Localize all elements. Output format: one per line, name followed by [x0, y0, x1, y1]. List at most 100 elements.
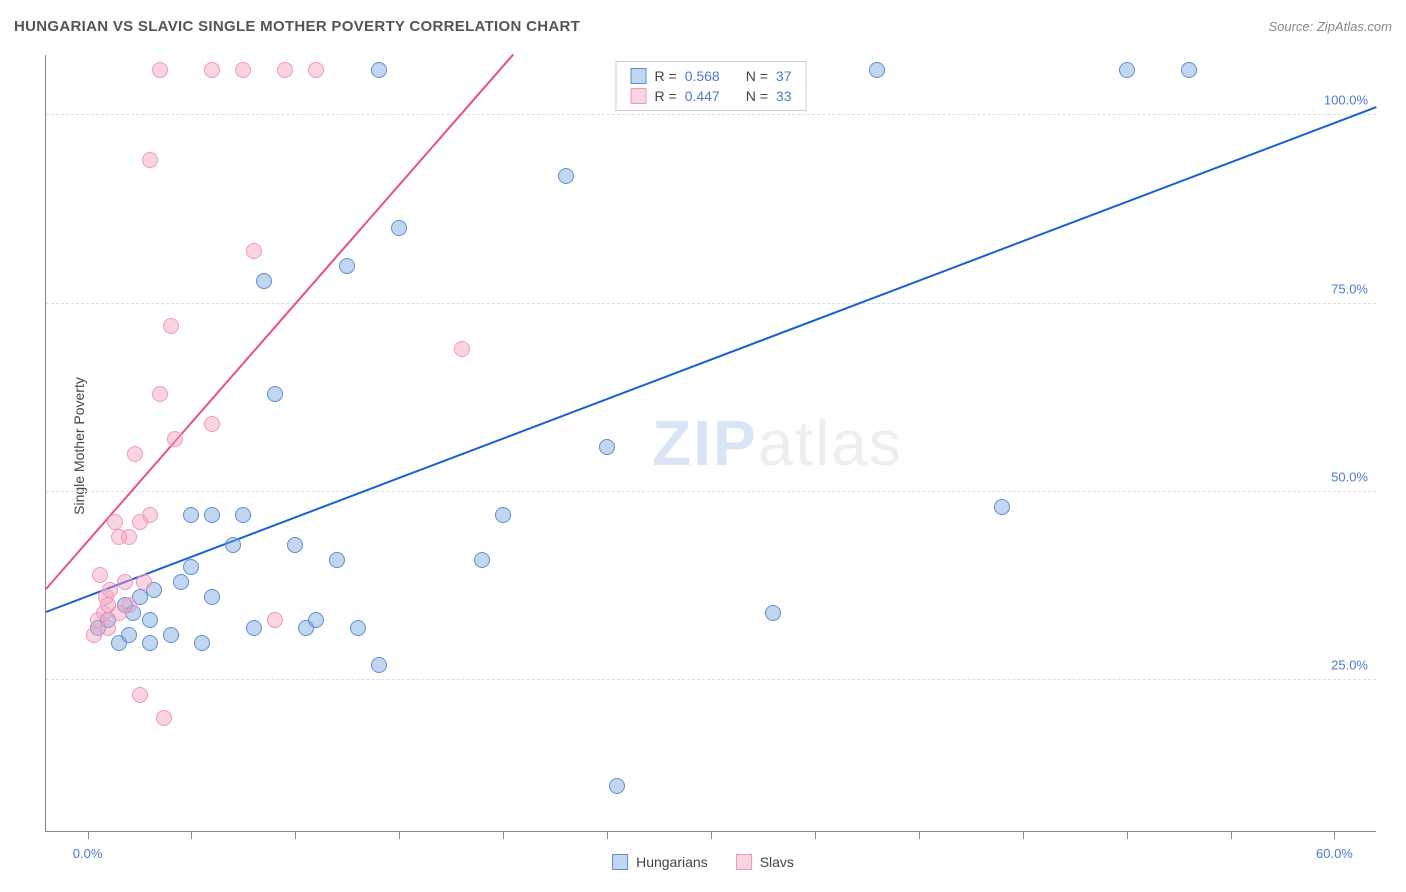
data-point-hungarians: [163, 627, 179, 643]
x-tick: [815, 831, 816, 839]
legend-swatch-hungarians: [631, 68, 647, 84]
data-point-hungarians: [765, 605, 781, 621]
legend-label-slavs: Slavs: [760, 854, 794, 870]
data-point-slavs: [167, 431, 183, 447]
data-point-hungarians: [350, 620, 366, 636]
n-label: N =: [746, 88, 768, 104]
data-point-hungarians: [308, 612, 324, 628]
data-point-hungarians: [1119, 62, 1135, 78]
data-point-slavs: [107, 514, 123, 530]
data-point-hungarians: [371, 657, 387, 673]
legend-row-hungarians: R = 0.568 N = 37: [631, 66, 792, 86]
watermark-part1: ZIP: [652, 407, 758, 479]
data-point-slavs: [454, 341, 470, 357]
n-label: N =: [746, 68, 768, 84]
legend-item-hungarians: Hungarians: [612, 854, 708, 870]
data-point-hungarians: [994, 499, 1010, 515]
data-point-hungarians: [173, 574, 189, 590]
gridline-h: [46, 491, 1376, 492]
data-point-hungarians: [495, 507, 511, 523]
legend-item-slavs: Slavs: [736, 854, 794, 870]
data-point-hungarians: [329, 552, 345, 568]
data-point-hungarians: [225, 537, 241, 553]
data-point-slavs: [86, 627, 102, 643]
data-point-hungarians: [474, 552, 490, 568]
data-point-hungarians: [142, 612, 158, 628]
data-point-slavs: [308, 62, 324, 78]
r-label: R =: [655, 68, 677, 84]
data-point-slavs: [152, 62, 168, 78]
data-point-hungarians: [194, 635, 210, 651]
data-point-hungarians: [204, 589, 220, 605]
x-tick: [1231, 831, 1232, 839]
r-value-slavs: 0.447: [685, 88, 720, 104]
data-point-hungarians: [1181, 62, 1197, 78]
data-point-slavs: [163, 318, 179, 334]
r-label: R =: [655, 88, 677, 104]
data-point-slavs: [142, 507, 158, 523]
data-point-hungarians: [558, 168, 574, 184]
data-point-slavs: [117, 574, 133, 590]
data-point-hungarians: [869, 62, 885, 78]
data-point-hungarians: [339, 258, 355, 274]
data-point-slavs: [127, 446, 143, 462]
x-tick-label: 0.0%: [73, 846, 103, 861]
data-point-hungarians: [267, 386, 283, 402]
x-tick: [503, 831, 504, 839]
data-point-slavs: [102, 582, 118, 598]
x-tick: [1334, 831, 1335, 839]
y-tick-label: 75.0%: [1331, 281, 1368, 296]
data-point-slavs: [277, 62, 293, 78]
data-point-hungarians: [142, 635, 158, 651]
data-point-slavs: [204, 62, 220, 78]
source-name: ZipAtlas.com: [1317, 19, 1392, 34]
y-tick-label: 100.0%: [1324, 93, 1368, 108]
plot-area: ZIPatlas R = 0.568 N = 37 R = 0.447 N = …: [45, 55, 1376, 832]
data-point-slavs: [235, 62, 251, 78]
data-point-hungarians: [609, 778, 625, 794]
gridline-h: [46, 303, 1376, 304]
trendline-slavs: [45, 53, 514, 589]
watermark-part2: atlas: [758, 407, 903, 479]
data-point-hungarians: [204, 507, 220, 523]
x-tick: [607, 831, 608, 839]
y-tick-label: 50.0%: [1331, 469, 1368, 484]
data-point-slavs: [132, 687, 148, 703]
data-point-slavs: [152, 386, 168, 402]
data-point-slavs: [121, 597, 137, 613]
gridline-h: [46, 679, 1376, 680]
data-point-slavs: [156, 710, 172, 726]
data-point-slavs: [204, 416, 220, 432]
n-value-hungarians: 37: [776, 68, 792, 84]
data-point-hungarians: [391, 220, 407, 236]
x-tick: [919, 831, 920, 839]
legend-swatch-slavs: [736, 854, 752, 870]
data-point-slavs: [92, 567, 108, 583]
x-tick: [295, 831, 296, 839]
data-point-hungarians: [287, 537, 303, 553]
x-tick-label: 60.0%: [1316, 846, 1353, 861]
x-tick: [191, 831, 192, 839]
x-tick: [1127, 831, 1128, 839]
correlation-legend: R = 0.568 N = 37 R = 0.447 N = 33: [616, 61, 807, 111]
source-attribution: Source: ZipAtlas.com: [1268, 19, 1392, 34]
y-tick-label: 25.0%: [1331, 658, 1368, 673]
data-point-hungarians: [599, 439, 615, 455]
data-point-slavs: [136, 574, 152, 590]
legend-swatch-hungarians: [612, 854, 628, 870]
x-tick: [1023, 831, 1024, 839]
chart-title: HUNGARIAN VS SLAVIC SINGLE MOTHER POVERT…: [14, 18, 580, 35]
x-tick: [711, 831, 712, 839]
data-point-hungarians: [183, 507, 199, 523]
r-value-hungarians: 0.568: [685, 68, 720, 84]
data-point-slavs: [267, 612, 283, 628]
data-point-hungarians: [121, 627, 137, 643]
header: HUNGARIAN VS SLAVIC SINGLE MOTHER POVERT…: [14, 18, 1392, 35]
data-point-hungarians: [183, 559, 199, 575]
data-point-hungarians: [371, 62, 387, 78]
data-point-slavs: [142, 152, 158, 168]
data-point-slavs: [121, 529, 137, 545]
data-point-hungarians: [256, 273, 272, 289]
legend-swatch-slavs: [631, 88, 647, 104]
data-point-hungarians: [235, 507, 251, 523]
